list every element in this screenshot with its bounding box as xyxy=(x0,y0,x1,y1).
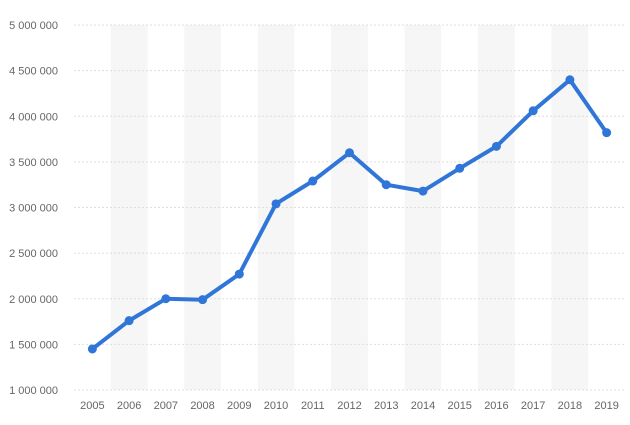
y-tick-label: 3 000 000 xyxy=(9,203,58,215)
x-tick-label: 2017 xyxy=(521,400,545,412)
y-axis-tick-labels: 1 000 000 1 500 000 2 000 000 2 500 000 3 00… xyxy=(9,20,58,397)
y-tick-label: 3 500 000 xyxy=(9,157,58,169)
x-tick-label: 2012 xyxy=(337,400,361,412)
x-tick-label: 2016 xyxy=(484,400,508,412)
x-tick-label: 2007 xyxy=(154,400,178,412)
x-tick-label: 2013 xyxy=(374,400,398,412)
x-tick-label: 2018 xyxy=(558,400,582,412)
y-tick-label: 5 000 000 xyxy=(9,20,58,32)
data-point-2016 xyxy=(491,141,501,151)
data-point-2011 xyxy=(308,176,318,186)
band-2016 xyxy=(478,25,515,390)
data-point-2015 xyxy=(455,163,465,173)
data-point-2007 xyxy=(161,294,171,304)
x-tick-label: 2008 xyxy=(190,400,214,412)
data-point-2010 xyxy=(271,199,281,209)
x-tick-label: 2014 xyxy=(411,400,435,412)
x-tick-label: 2005 xyxy=(80,400,104,412)
x-tick-label: 2006 xyxy=(117,400,141,412)
data-point-2005 xyxy=(87,344,97,354)
y-tick-label: 4 000 000 xyxy=(9,111,58,123)
data-point-2009 xyxy=(234,269,244,279)
y-tick-label: 4 500 000 xyxy=(9,66,58,78)
data-point-2008 xyxy=(198,295,208,305)
x-tick-label: 2019 xyxy=(594,400,618,412)
y-tick-label: 2 000 000 xyxy=(9,294,58,306)
y-tick-label: 2 500 000 xyxy=(9,248,58,260)
y-tick-label: 1 000 000 xyxy=(9,385,58,397)
data-point-2018 xyxy=(565,75,575,85)
data-point-2012 xyxy=(345,148,354,158)
x-tick-label: 2010 xyxy=(264,400,288,412)
band-2012 xyxy=(331,25,368,390)
x-tick-label: 2015 xyxy=(447,400,471,412)
data-point-2006 xyxy=(124,316,134,326)
data-point-2014 xyxy=(418,186,428,196)
x-tick-label: 2011 xyxy=(301,400,325,412)
x-tick-label: 2009 xyxy=(227,400,251,412)
series-group xyxy=(87,75,612,354)
x-axis-tick-labels: 2005 2006 2007 2008 2009 2010 2011 2012 2013 2014… xyxy=(80,400,619,412)
band-2006 xyxy=(110,25,148,390)
y-tick-label: 1 500 000 xyxy=(9,339,58,351)
data-point-2013 xyxy=(381,180,391,190)
data-point-2019 xyxy=(602,128,612,138)
data-point-2017 xyxy=(528,106,538,116)
